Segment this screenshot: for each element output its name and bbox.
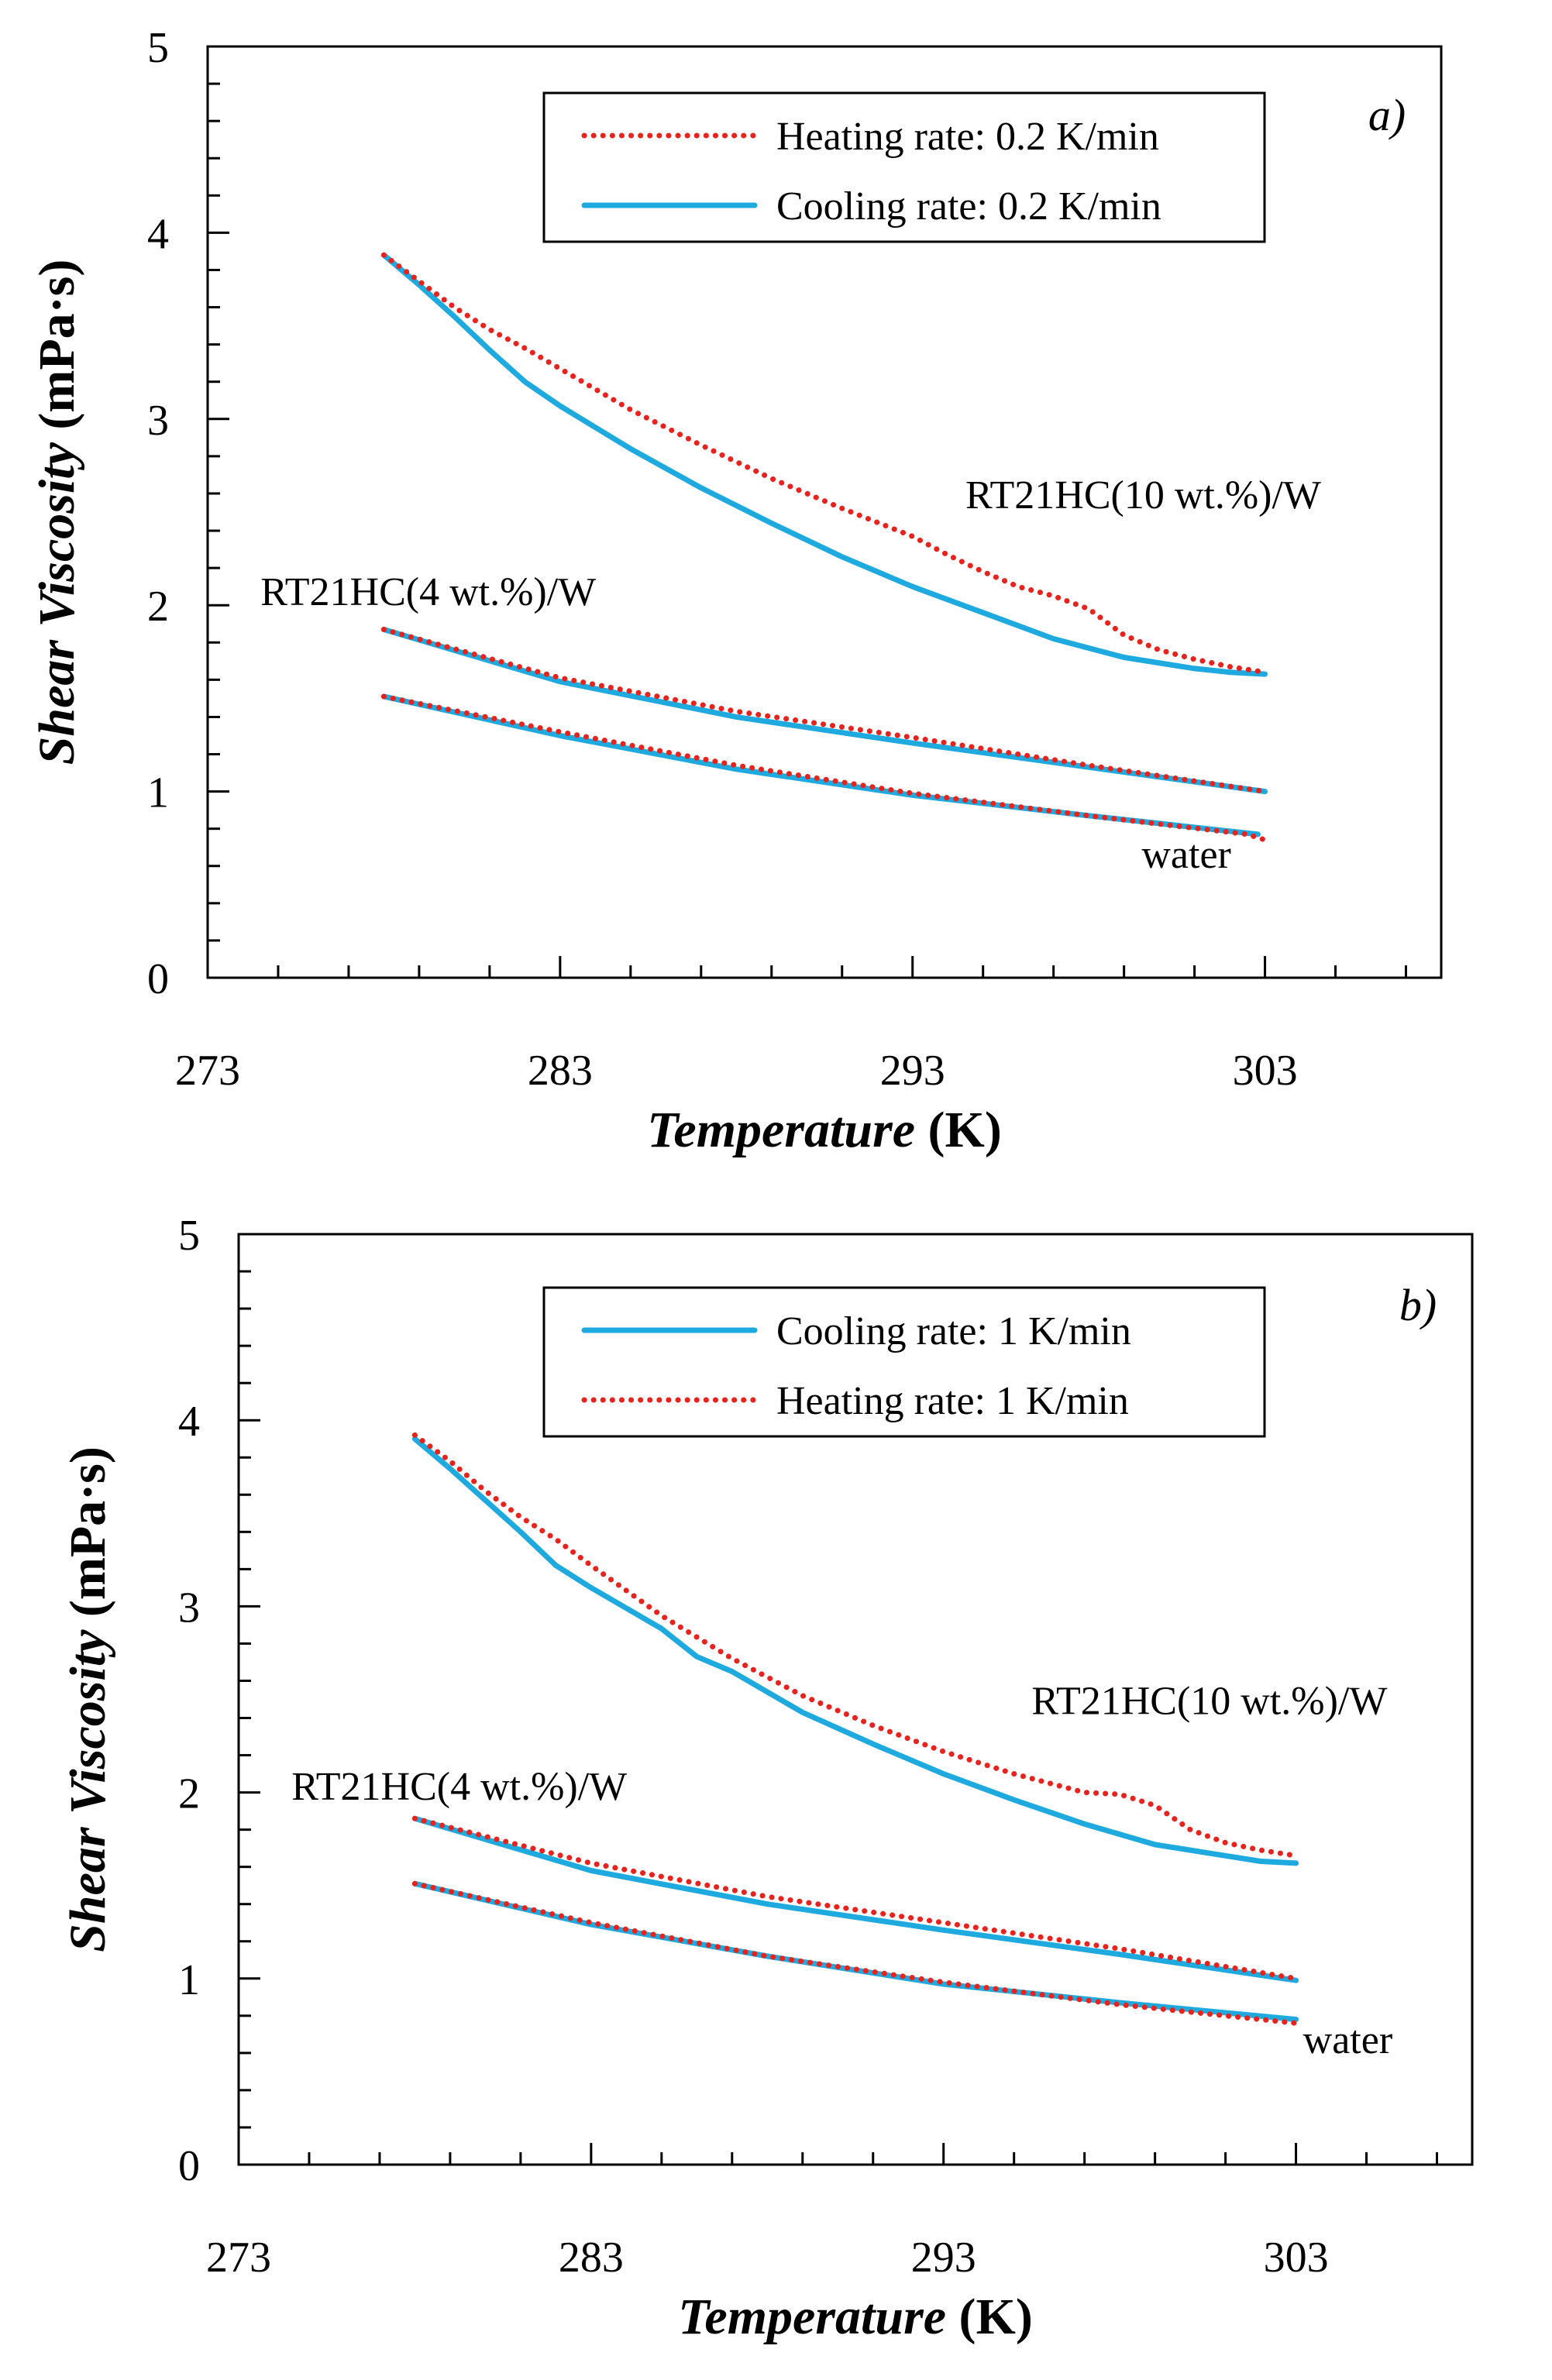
y-axis-title-unit: (mPa·s) [60, 1446, 116, 1629]
y-tick-label: 2 [178, 1770, 200, 1818]
legend-box [542, 91, 1266, 243]
y-tick-label: 4 [147, 210, 169, 258]
legend-label-cooling: Cooling rate: 0.2 K/min [776, 184, 1161, 229]
annotation-label: water [1141, 833, 1230, 877]
y-tick-label: 1 [178, 1956, 200, 2004]
x-tick-label: 293 [911, 2234, 976, 2282]
series-heating-rt21hc-4-line [411, 1815, 1299, 1982]
y-tick-label: 3 [147, 397, 169, 445]
y-axis-title: Shear Viscosity (mPa·s) [60, 1446, 116, 1952]
x-tick-label: 293 [880, 1047, 945, 1095]
x-tick-label: 303 [1264, 2234, 1329, 2282]
x-tick-label: 283 [559, 2234, 624, 2282]
annotation-label: RT21HC(4 wt.%)/W [260, 570, 596, 614]
y-tick-label: 5 [147, 24, 169, 72]
x-tick-label: 273 [206, 2234, 271, 2282]
series-cooling-rt21hc-4-line [380, 627, 1268, 795]
series-cooling-rt21hc-4-line [411, 1815, 1299, 1983]
y-tick-label: 3 [178, 1584, 200, 1632]
x-axis-title-unit: (K) [946, 2289, 1033, 2345]
x-tick-label: 273 [175, 1047, 240, 1095]
x-tick-label: 283 [528, 1047, 593, 1095]
series-cooling-water-line [411, 1880, 1299, 2023]
x-axis-title-italic: Temperature [678, 2289, 946, 2345]
y-axis-title-unit: (mPa·s) [29, 260, 85, 442]
legend-label-cooling: Cooling rate: 1 K/min [776, 1309, 1131, 1353]
series-cooling-rt21hc-10-line [411, 1436, 1299, 1866]
y-axis-title-italic: Shear Viscosity [60, 1629, 116, 1952]
plot-frame [237, 1233, 1474, 2166]
series-heating-water-line [411, 1880, 1299, 2026]
annotation-label: water [1303, 2018, 1392, 2062]
y-tick-label: 5 [178, 1212, 200, 1260]
series-heating-water-line [380, 693, 1268, 843]
legend-box [542, 1286, 1266, 1438]
x-axis-title-italic: Temperature [647, 1102, 915, 1158]
x-axis-title: Temperature (K) [647, 1102, 1002, 1158]
annotation-label: RT21HC(10 wt.%)/W [965, 473, 1321, 518]
series-cooling-rt21hc-10-line [380, 252, 1268, 677]
x-axis-title: Temperature (K) [678, 2289, 1033, 2345]
chart-panel-a: 273 283 293 303 0 1 2 3 4 5 Temperature (K) Shear V… [29, 24, 1443, 1158]
panel-label: a) [1368, 90, 1406, 140]
annotation-label: RT21HC(10 wt.%)/W [1031, 1680, 1387, 1724]
annotation-label: RT21HC(4 wt.%)/W [291, 1765, 627, 1809]
plot-frame [206, 45, 1443, 979]
y-tick-label: 2 [147, 583, 169, 631]
series-cooling-water-line [380, 693, 1261, 837]
y-axis-title: Shear Viscosity (mPa·s) [29, 260, 85, 765]
x-axis-title-unit: (K) [915, 1102, 1002, 1158]
series-heating-rt21hc-4-line [380, 627, 1268, 795]
panel-label: b) [1399, 1280, 1437, 1330]
y-tick-label: 1 [147, 769, 169, 817]
chart-panel-b: 273 283 293 303 0 1 2 3 4 5 Temperature (K) Shear V… [60, 1212, 1474, 2345]
x-tick-label: 303 [1233, 1047, 1298, 1095]
legend-label-heating: Heating rate: 1 K/min [776, 1379, 1129, 1423]
y-tick-label: 0 [147, 955, 169, 1003]
y-tick-label: 4 [178, 1398, 200, 1446]
y-axis-title-italic: Shear Viscosity [29, 442, 85, 765]
series-heating-rt21hc-10-line [380, 252, 1268, 676]
legend-label-heating: Heating rate: 0.2 K/min [776, 115, 1159, 159]
y-tick-label: 0 [178, 2142, 200, 2190]
series-heating-rt21hc-10-line [411, 1432, 1299, 1859]
